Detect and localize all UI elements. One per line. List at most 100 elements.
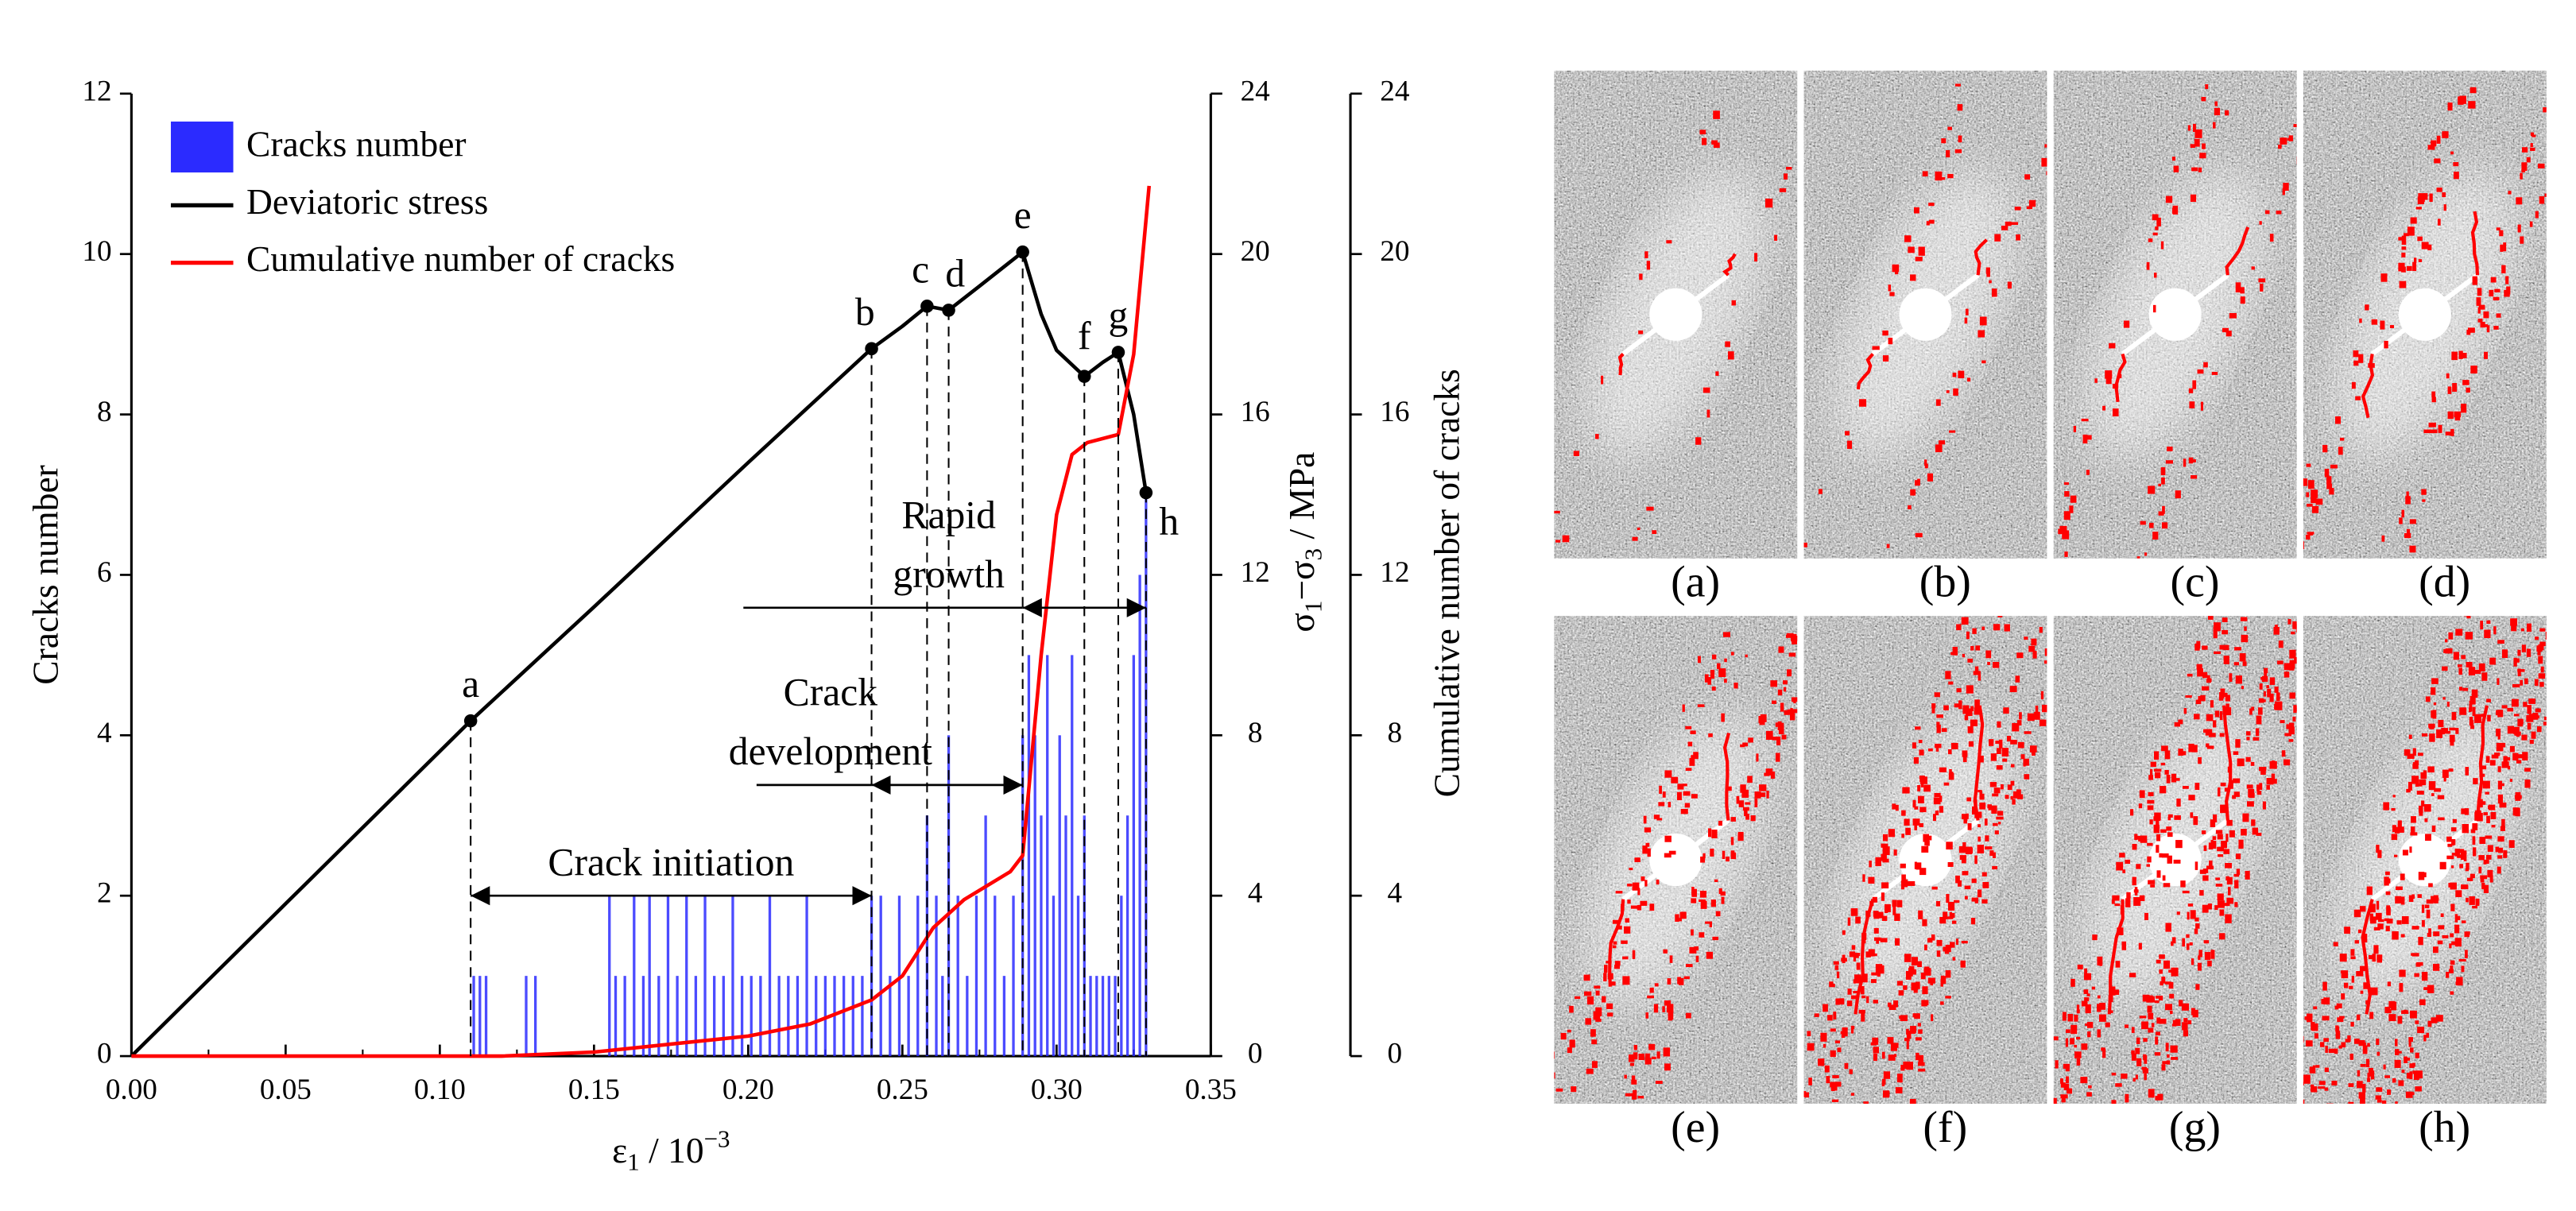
bar [740, 976, 744, 1057]
bar [1012, 896, 1015, 1057]
crack-speck [1561, 1117, 1563, 1125]
crack-speck [2207, 903, 2212, 910]
crack-speck [2063, 1063, 2070, 1069]
crack-speck [1640, 900, 1648, 906]
crack-speck [2269, 693, 2274, 702]
crack-speck [1917, 785, 1921, 791]
crack-speck [1606, 961, 1612, 964]
panel-content [2301, 616, 2576, 1116]
crack-speck [2341, 970, 2349, 979]
bar [1120, 896, 1123, 1057]
crack-speck [2351, 975, 2354, 983]
crack-speck [1649, 987, 1654, 993]
panel-label: (e) [1671, 1103, 1720, 1152]
crack-speck [2467, 327, 2475, 333]
crack-speck [2152, 532, 2159, 540]
crack-speck [1906, 1040, 1909, 1050]
crack-speck [1896, 1074, 1903, 1083]
crack-speck [1754, 798, 1758, 807]
crack-speck [2124, 1024, 2129, 1028]
crack-speck [2475, 898, 2480, 906]
crack-speck [1949, 430, 1956, 433]
crack-speck [1842, 930, 1846, 935]
crack-speck [2224, 903, 2230, 907]
crack-speck [1943, 946, 1947, 952]
crack-speck [2190, 194, 2197, 203]
bar [623, 976, 626, 1057]
crack-speck [2263, 691, 2266, 697]
crack-speck [2138, 838, 2142, 842]
crack-speck [1912, 742, 1916, 749]
crack-speck [2017, 741, 2024, 749]
crack-speck [2156, 845, 2160, 853]
crack-speck [2047, 166, 2054, 172]
crack-speck [2406, 265, 2412, 271]
crack-speck [1914, 822, 1917, 830]
crack-speck [1908, 967, 1913, 977]
crack-speck [2417, 1027, 2425, 1034]
crack-speck [2155, 226, 2159, 230]
crack-speck [2433, 931, 2440, 937]
crack-speck [2487, 869, 2493, 878]
crack-speck [1643, 815, 1647, 824]
crack-speck [2163, 960, 2171, 969]
crack-speck [1919, 807, 1927, 813]
point-marker [1111, 346, 1125, 359]
crack-speck [1829, 984, 1835, 988]
crack-speck [2012, 799, 2016, 805]
crack-speck [2474, 714, 2481, 723]
crack-speck [1656, 818, 1663, 821]
crack-speck [2471, 689, 2478, 698]
panel-content [1554, 70, 1798, 559]
crack-speck [1632, 882, 1640, 891]
crack-speck [1792, 640, 1798, 644]
crack-speck [2119, 853, 2125, 858]
crack-speck [2301, 1107, 2306, 1116]
x-tick-label: 0.20 [722, 1074, 774, 1106]
crack-speck [2353, 909, 2361, 918]
bar [1033, 735, 1036, 1057]
crack-speck [2225, 703, 2229, 710]
bar [889, 976, 892, 1057]
crack-speck [2259, 783, 2263, 791]
crack-speck [2125, 1093, 2129, 1103]
crack-speck [1997, 616, 2003, 617]
crack-speck [1850, 995, 1858, 1000]
hole [2398, 288, 2451, 341]
bar [1089, 976, 1092, 1057]
crack-speck [1881, 843, 1888, 848]
crack-speck [2461, 884, 2469, 890]
y2-tick-label: 4 [1248, 877, 1263, 910]
crack-speck [1887, 1037, 1894, 1044]
panel-content [2053, 70, 2297, 578]
crack-speck [2536, 645, 2543, 652]
crack-speck [2065, 1038, 2069, 1047]
crack-speck [2069, 505, 2074, 513]
crack-speck [2450, 740, 2454, 746]
crack-speck [1915, 257, 1923, 261]
crack-speck [1554, 1072, 1555, 1079]
y-tick-label: 0 [97, 1038, 112, 1070]
crack-speck [2311, 489, 2318, 498]
crack-speck [1895, 938, 1900, 946]
crack-speck [2146, 571, 2153, 578]
crack-speck [2400, 896, 2405, 905]
crack-speck [2235, 739, 2241, 748]
crack-speck [2417, 236, 2423, 242]
crack-speck [1630, 905, 1638, 909]
crack-speck [1882, 834, 1888, 842]
crack-speck [2226, 819, 2233, 826]
crack-speck [2448, 768, 2454, 772]
crack-speck [2167, 447, 2173, 451]
crack-speck [2572, 645, 2576, 651]
crack-speck [2432, 897, 2439, 901]
crack-speck [2349, 1053, 2353, 1060]
wing-crack [1854, 899, 1875, 1015]
crack-speck [1917, 478, 1920, 486]
crack-speck [1964, 896, 1968, 900]
crack-speck [2026, 206, 2033, 210]
crack-speck [1691, 898, 1697, 903]
crack-speck [1711, 654, 1717, 660]
crack-speck [1699, 890, 1706, 898]
